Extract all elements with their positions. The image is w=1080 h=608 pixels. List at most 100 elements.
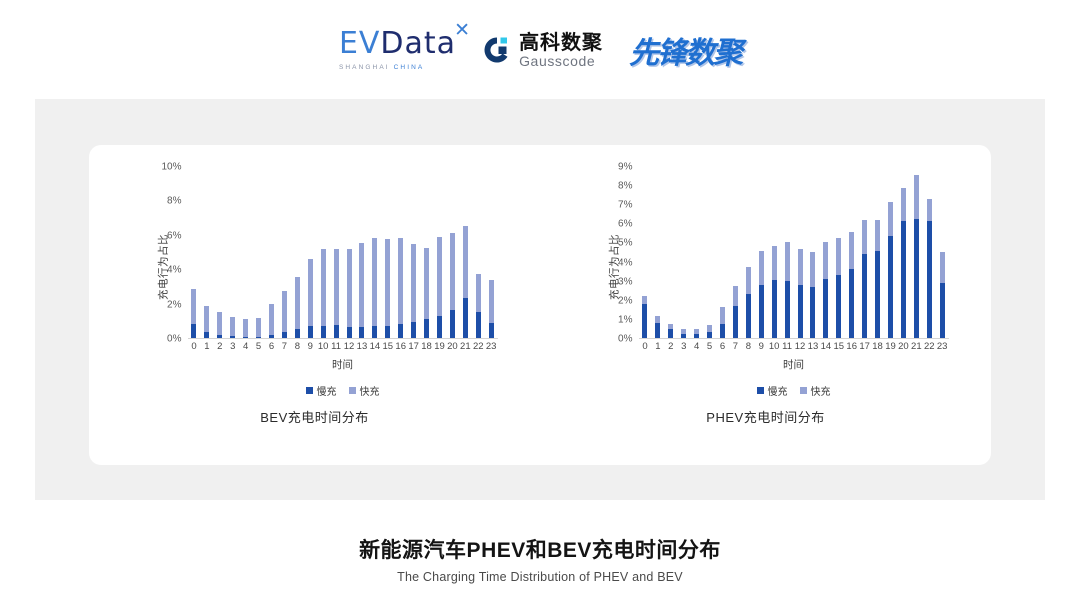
bar-stack[interactable]: [849, 231, 855, 338]
bar-segment-slow-charge[interactable]: [346, 326, 352, 338]
bar-segment-slow-charge[interactable]: [862, 253, 868, 338]
bar-column[interactable]: [394, 167, 407, 338]
bar-segment-fast-charge[interactable]: [449, 233, 455, 311]
bar-column[interactable]: [832, 167, 845, 338]
bar-segment-fast-charge[interactable]: [784, 242, 790, 281]
bar-segment-slow-charge[interactable]: [333, 325, 339, 338]
bar-segment-slow-charge[interactable]: [320, 325, 326, 338]
bar-segment-fast-charge[interactable]: [887, 202, 893, 236]
bar-stack[interactable]: [217, 312, 223, 338]
bar-stack[interactable]: [913, 174, 919, 338]
bar-segment-slow-charge[interactable]: [771, 279, 777, 338]
bar-segment-slow-charge[interactable]: [281, 331, 287, 338]
bar-column[interactable]: [910, 167, 923, 338]
bar-segment-fast-charge[interactable]: [268, 304, 274, 336]
bar-segment-slow-charge[interactable]: [217, 335, 223, 338]
bar-column[interactable]: [677, 167, 690, 338]
bar-segment-fast-charge[interactable]: [862, 220, 868, 254]
bar-segment-slow-charge[interactable]: [732, 306, 738, 338]
bar-segment-slow-charge[interactable]: [268, 335, 274, 338]
bar-segment-slow-charge[interactable]: [642, 303, 648, 338]
bar-column[interactable]: [265, 167, 278, 338]
bar-segment-slow-charge[interactable]: [926, 221, 932, 338]
bar-stack[interactable]: [256, 317, 262, 338]
bar-column[interactable]: [716, 167, 729, 338]
bar-column[interactable]: [252, 167, 265, 338]
bar-stack[interactable]: [398, 238, 404, 338]
bar-column[interactable]: [742, 167, 755, 338]
bar-segment-slow-charge[interactable]: [204, 331, 210, 338]
bar-stack[interactable]: [681, 329, 687, 338]
bar-stack[interactable]: [230, 317, 236, 338]
bar-segment-slow-charge[interactable]: [475, 312, 481, 338]
bar-stack[interactable]: [411, 244, 417, 338]
bar-column[interactable]: [304, 167, 317, 338]
bar-segment-slow-charge[interactable]: [784, 280, 790, 338]
bar-segment-slow-charge[interactable]: [849, 269, 855, 338]
bar-segment-fast-charge[interactable]: [797, 249, 803, 285]
bar-segment-slow-charge[interactable]: [655, 323, 661, 338]
bar-column[interactable]: [690, 167, 703, 338]
bar-segment-slow-charge[interactable]: [398, 324, 404, 338]
bar-stack[interactable]: [823, 242, 829, 338]
bar-stack[interactable]: [875, 220, 881, 338]
bar-stack[interactable]: [243, 319, 249, 338]
bar-column[interactable]: [781, 167, 794, 338]
bar-column[interactable]: [330, 167, 343, 338]
bar-segment-slow-charge[interactable]: [436, 315, 442, 338]
bar-column[interactable]: [213, 167, 226, 338]
bar-segment-slow-charge[interactable]: [758, 284, 764, 338]
bar-segment-fast-charge[interactable]: [294, 276, 300, 330]
bar-segment-slow-charge[interactable]: [681, 334, 687, 338]
bar-stack[interactable]: [424, 247, 430, 338]
bar-segment-fast-charge[interactable]: [346, 248, 352, 327]
bar-column[interactable]: [897, 167, 910, 338]
bar-stack[interactable]: [294, 276, 300, 338]
bar-segment-fast-charge[interactable]: [707, 324, 713, 333]
bar-segment-fast-charge[interactable]: [488, 279, 494, 323]
bar-segment-slow-charge[interactable]: [294, 329, 300, 338]
bar-stack[interactable]: [732, 286, 738, 338]
bar-column[interactable]: [239, 167, 252, 338]
bar-stack[interactable]: [359, 242, 365, 338]
bar-segment-fast-charge[interactable]: [913, 174, 919, 219]
bar-segment-slow-charge[interactable]: [823, 278, 829, 338]
bar-column[interactable]: [806, 167, 819, 338]
bar-segment-slow-charge[interactable]: [913, 218, 919, 338]
bar-column[interactable]: [226, 167, 239, 338]
bar-stack[interactable]: [488, 279, 494, 338]
bar-segment-fast-charge[interactable]: [204, 306, 210, 332]
bar-segment-fast-charge[interactable]: [758, 251, 764, 285]
bar-stack[interactable]: [745, 267, 751, 338]
bar-segment-slow-charge[interactable]: [411, 321, 417, 338]
bar-segment-fast-charge[interactable]: [424, 247, 430, 320]
bar-column[interactable]: [188, 167, 201, 338]
bar-column[interactable]: [729, 167, 742, 338]
bar-segment-slow-charge[interactable]: [810, 287, 816, 338]
bar-stack[interactable]: [268, 304, 274, 338]
bar-stack[interactable]: [655, 315, 661, 338]
bar-column[interactable]: [200, 167, 213, 338]
bar-segment-slow-charge[interactable]: [939, 282, 945, 338]
bar-stack[interactable]: [642, 295, 648, 338]
bar-segment-fast-charge[interactable]: [771, 246, 777, 280]
bar-column[interactable]: [278, 167, 291, 338]
bar-segment-fast-charge[interactable]: [398, 238, 404, 325]
bar-stack[interactable]: [346, 248, 352, 338]
bar-column[interactable]: [884, 167, 897, 338]
bar-segment-fast-charge[interactable]: [230, 317, 236, 337]
bar-column[interactable]: [433, 167, 446, 338]
bar-column[interactable]: [459, 167, 472, 338]
bar-segment-slow-charge[interactable]: [307, 325, 313, 338]
bar-segment-fast-charge[interactable]: [642, 295, 648, 304]
bar-stack[interactable]: [372, 238, 378, 338]
bar-segment-fast-charge[interactable]: [281, 290, 287, 332]
bar-column[interactable]: [420, 167, 433, 338]
bar-segment-slow-charge[interactable]: [719, 323, 725, 338]
bar-segment-fast-charge[interactable]: [926, 198, 932, 222]
bar-column[interactable]: [858, 167, 871, 338]
bar-stack[interactable]: [939, 252, 945, 338]
bar-stack[interactable]: [784, 242, 790, 338]
bar-segment-slow-charge[interactable]: [256, 336, 262, 338]
bar-stack[interactable]: [797, 249, 803, 338]
